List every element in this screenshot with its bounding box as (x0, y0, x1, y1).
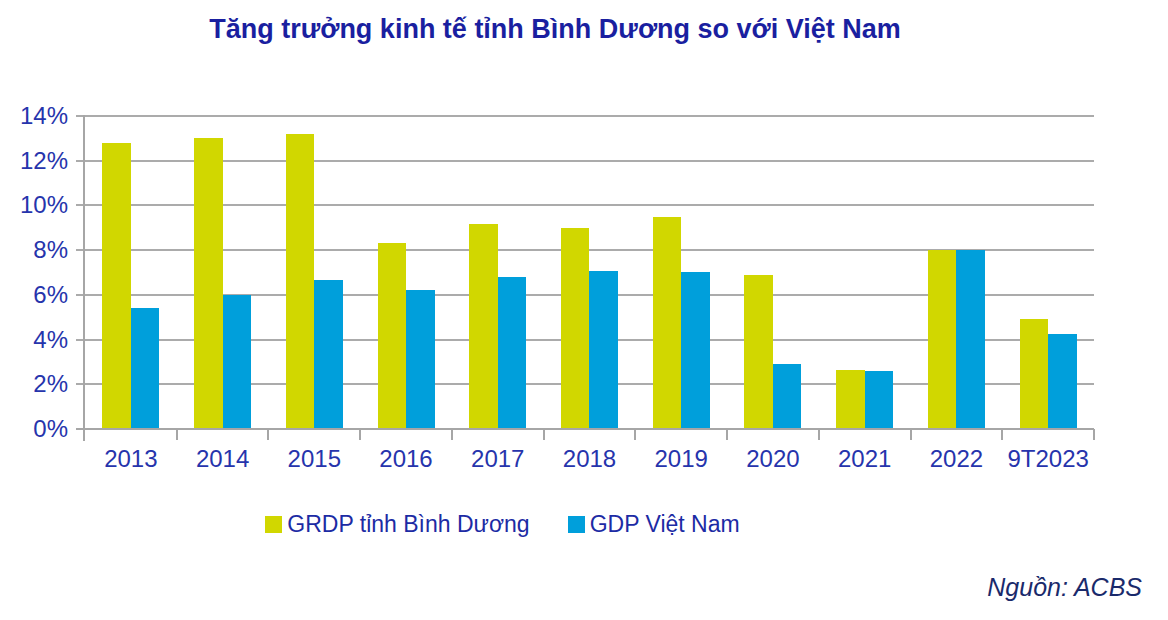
bar-gdp-viet-nam-2021 (865, 371, 894, 429)
bar-grdp-binh-duong-2022 (928, 250, 957, 429)
x-tick-label-9T2023: 9T2023 (1002, 444, 1094, 474)
bar-gdp-viet-nam-2017 (498, 277, 527, 429)
y-tick-label-12pct: 12% (4, 146, 68, 176)
x-axis-tick (818, 429, 820, 440)
x-tick-label-2020: 2020 (727, 444, 819, 474)
legend-label-grdp-binh-duong: GRDP tỉnh Bình Dương (287, 511, 529, 538)
bar-gdp-viet-nam-2013 (131, 308, 160, 429)
x-tick-label-2014: 2014 (177, 444, 269, 474)
x-axis-tick (267, 429, 269, 440)
x-axis-tick (176, 429, 178, 440)
y-tick-label-10pct: 10% (4, 190, 68, 220)
y-tick-label-14pct: 14% (4, 101, 68, 131)
bar-group-2021 (819, 116, 911, 429)
bar-grdp-binh-duong-2016 (378, 243, 407, 429)
legend-label-gdp-viet-nam: GDP Việt Nam (590, 511, 740, 538)
x-axis-tick (910, 429, 912, 440)
x-tick-label-2022: 2022 (911, 444, 1003, 474)
legend: GRDP tỉnh Bình Dương GDP Việt Nam (0, 509, 1005, 539)
y-tick-label-6pct: 6% (4, 280, 68, 310)
x-tick-label-2015: 2015 (268, 444, 360, 474)
bar-gdp-viet-nam-2015 (314, 280, 343, 429)
bar-group-2013 (85, 116, 177, 429)
legend-swatch-gdp-viet-nam (568, 516, 585, 533)
bar-gdp-viet-nam-2022 (956, 250, 985, 429)
x-axis-tick (1093, 429, 1095, 440)
legend-swatch-grdp-binh-duong (265, 516, 282, 533)
bar-gdp-viet-nam-2019 (681, 272, 710, 429)
bar-group-2019 (635, 116, 727, 429)
bar-grdp-binh-duong-2015 (286, 134, 315, 429)
x-tick-label-2018: 2018 (544, 444, 636, 474)
bar-gdp-viet-nam-2016 (406, 290, 435, 429)
bar-group-2016 (360, 116, 452, 429)
bar-grdp-binh-duong-2020 (744, 275, 773, 429)
bar-gdp-viet-nam-2014 (223, 295, 252, 429)
bar-group-9T2023 (1002, 116, 1094, 429)
y-axis-line (83, 115, 85, 441)
x-axis-tick-labels: 2013201420152016201720182019202020212022… (85, 444, 1094, 476)
bar-grdp-binh-duong-2013 (102, 143, 131, 429)
bar-group-2014 (177, 116, 269, 429)
bar-gdp-viet-nam-2020 (773, 364, 802, 429)
plot-area (85, 116, 1094, 429)
bar-group-2017 (452, 116, 544, 429)
bar-group-2018 (544, 116, 636, 429)
y-tick-label-0pct: 0% (4, 414, 68, 444)
bar-gdp-viet-nam-2018 (589, 271, 618, 429)
x-axis-tick (1001, 429, 1003, 440)
legend-item-grdp-binh-duong: GRDP tỉnh Bình Dương (265, 511, 529, 538)
x-axis-line (76, 428, 1094, 430)
x-axis-tick (634, 429, 636, 440)
x-axis-tick (451, 429, 453, 440)
x-tick-label-2017: 2017 (452, 444, 544, 474)
bar-grdp-binh-duong-2014 (194, 138, 223, 429)
bar-group-2020 (727, 116, 819, 429)
x-axis-tick (543, 429, 545, 440)
legend-item-gdp-viet-nam: GDP Việt Nam (568, 511, 740, 538)
x-tick-label-2019: 2019 (635, 444, 727, 474)
x-tick-label-2016: 2016 (360, 444, 452, 474)
bar-grdp-binh-duong-2021 (836, 370, 865, 429)
y-tick-label-2pct: 2% (4, 369, 68, 399)
x-axis-tick (359, 429, 361, 440)
bar-group-2022 (911, 116, 1003, 429)
source-credit: Nguồn: ACBS (987, 572, 1142, 602)
y-tick-label-8pct: 8% (4, 235, 68, 265)
y-tick-label-4pct: 4% (4, 325, 68, 355)
bar-grdp-binh-duong-2017 (469, 224, 498, 429)
x-tick-label-2013: 2013 (85, 444, 177, 474)
bar-gdp-viet-nam-9T2023 (1048, 334, 1077, 429)
bar-grdp-binh-duong-2019 (653, 217, 682, 429)
chart-title: Tăng trưởng kinh tế tỉnh Bình Dương so v… (0, 12, 1110, 46)
bar-group-2015 (268, 116, 360, 429)
x-axis-tick (726, 429, 728, 440)
bar-grdp-binh-duong-2018 (561, 228, 590, 429)
bar-grdp-binh-duong-9T2023 (1020, 319, 1049, 429)
x-tick-label-2021: 2021 (819, 444, 911, 474)
